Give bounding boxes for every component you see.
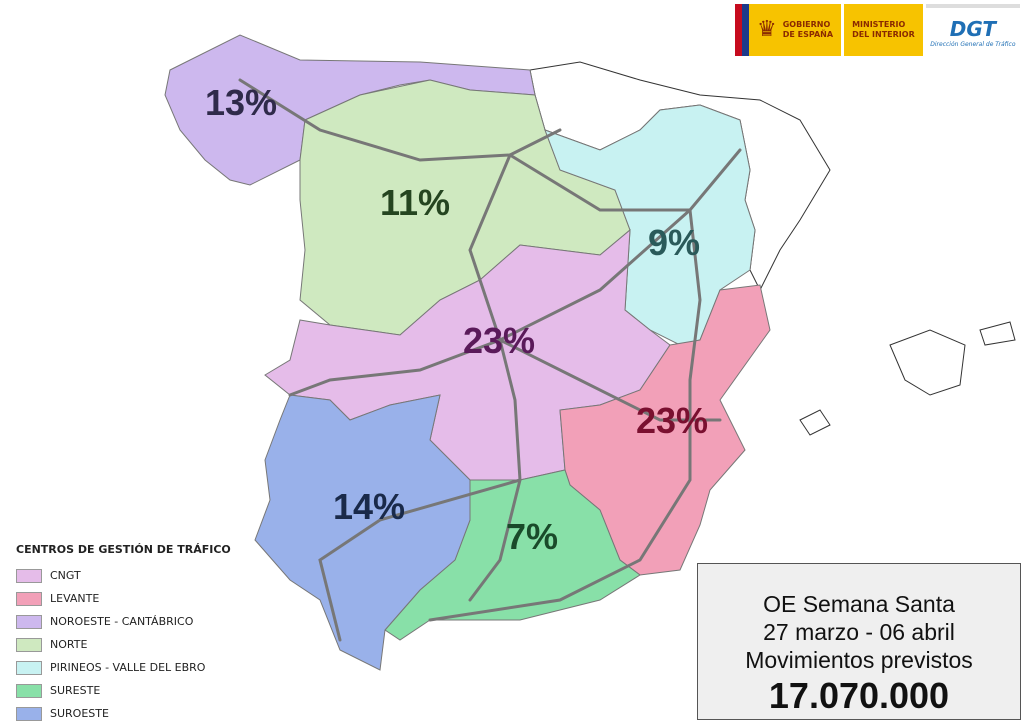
dgt-subtitle: Dirección General de Tráfico	[930, 40, 1016, 48]
legend-item: LEVANTE	[16, 587, 231, 610]
summary-title: OE Semana Santa	[763, 591, 955, 617]
legend-label: NOROESTE - CANTÁBRICO	[50, 615, 194, 628]
legend-item: CNGT	[16, 564, 231, 587]
spain-flag-icon	[735, 4, 749, 56]
summary-label: Movimientos previstos	[745, 647, 973, 673]
region-noroeste[interactable]	[164, 34, 536, 186]
legend-swatch	[16, 683, 42, 698]
mallorca-outline	[889, 329, 966, 396]
legend-label: SURESTE	[50, 684, 101, 697]
ministerio-block: MINISTERIO DEL INTERIOR	[844, 4, 923, 56]
gov-line2: DE ESPAÑA	[782, 30, 834, 39]
legend-label: PIRINEOS - VALLE DEL EBRO	[50, 661, 206, 674]
legend-label: NORTE	[50, 638, 88, 651]
summary-total: 17.070.000	[768, 675, 950, 716]
region-levante[interactable]	[559, 284, 771, 576]
legend-swatch	[16, 706, 42, 721]
pct-cngt: 23%	[463, 320, 536, 361]
legend-item: SUROESTE	[16, 702, 231, 725]
menorca-outline	[979, 321, 1016, 346]
legend-item: NORTE	[16, 633, 231, 656]
legend-item: NOROESTE - CANTÁBRICO	[16, 610, 231, 633]
road-network	[238, 78, 742, 642]
legend-item: PIRINEOS - VALLE DEL EBRO	[16, 656, 231, 679]
pct-levante: 23%	[636, 400, 709, 441]
legend-label: SUROESTE	[50, 707, 109, 720]
legend-swatch	[16, 660, 42, 675]
government-logo: ♛ GOBIERNO DE ESPAÑA MINISTERIO DEL INTERIO…	[735, 4, 1020, 56]
legend-label: CNGT	[50, 569, 81, 582]
legend-swatch	[16, 637, 42, 652]
pct-noroeste: 13%	[205, 82, 278, 123]
ibiza-outline	[799, 409, 831, 436]
dgt-logo: DGT Dirección General de Tráfico	[925, 4, 1020, 56]
summary-dates: 27 marzo - 06 abril	[763, 619, 955, 645]
dgt-text: DGT	[949, 16, 997, 41]
legend-swatch	[16, 591, 42, 606]
legend-item: SURESTE	[16, 679, 231, 702]
pct-sureste: 7%	[506, 516, 559, 557]
gobierno-block: ♛ GOBIERNO DE ESPAÑA	[749, 4, 842, 56]
coat-of-arms-icon: ♛	[757, 17, 777, 42]
min-line2: DEL INTERIOR	[852, 30, 915, 39]
pct-norte: 11%	[380, 182, 451, 223]
gov-line1: GOBIERNO	[782, 20, 831, 29]
min-line1: MINISTERIO	[852, 20, 906, 29]
summary-box: OE Semana Santa 27 marzo - 06 abril Movi…	[697, 563, 1021, 720]
legend-title: CENTROS DE GESTIÓN DE TRÁFICO	[16, 543, 231, 556]
pct-pirineos: 9%	[648, 222, 701, 263]
legend: CENTROS DE GESTIÓN DE TRÁFICO CNGT LEVAN…	[16, 543, 231, 725]
legend-swatch	[16, 614, 42, 629]
legend-label: LEVANTE	[50, 592, 100, 605]
pct-suroeste: 14%	[333, 486, 406, 527]
legend-swatch	[16, 568, 42, 583]
